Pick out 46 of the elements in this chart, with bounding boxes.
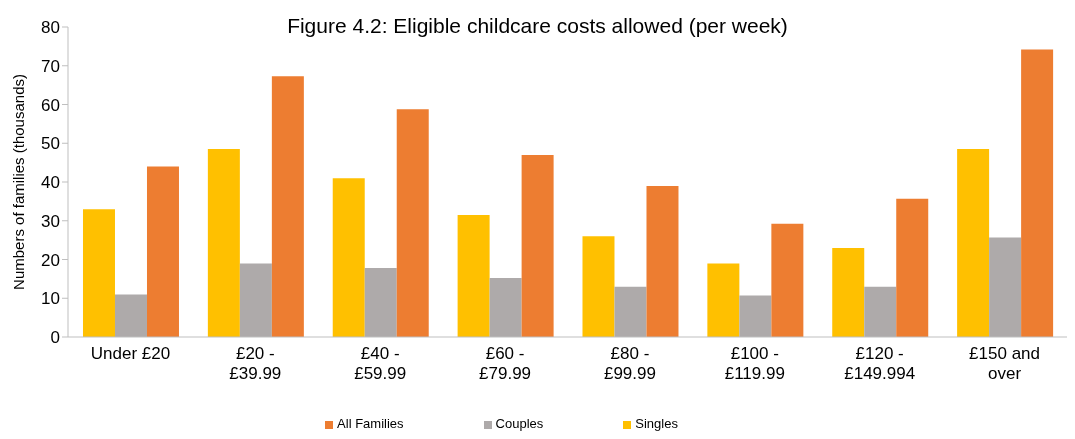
x-tick-label: Under £20 [90,344,171,363]
bar [896,198,929,337]
y-tick-label: 30 [41,211,60,231]
y-tick-label: 10 [41,289,60,309]
bar [457,214,490,337]
bar [864,286,897,337]
chart-title: Figure 4.2: Eligible childcare costs allowed (per week) [287,14,788,37]
y-tick-label: 60 [41,95,60,115]
y-tick-label: 40 [41,173,60,193]
x-tick-label: £120 - £149.994 [844,344,916,383]
bar [396,109,429,337]
y-axis-title: Numbers of families (thousands) [10,74,28,290]
bar [832,247,865,337]
x-tick-label: £80 - £99.99 [603,344,656,383]
bar [114,294,147,337]
bar [271,76,304,337]
y-tick-label: 20 [41,250,60,270]
bar [646,185,679,337]
bar [521,154,554,337]
y-tick-label: 50 [41,134,60,154]
bar [146,166,179,337]
bar [1021,49,1054,337]
y-tick-label: 80 [41,18,60,38]
bar [207,149,240,337]
bar [332,178,365,337]
x-tick-label: £40 - £59.99 [354,344,407,383]
legend-label: All Families [337,416,404,431]
bar [989,237,1022,337]
legend-label: Couples [495,416,544,431]
legend-label: Singles [635,416,678,431]
bar [707,263,740,337]
bar [239,263,272,337]
bar [739,295,772,337]
bar [957,149,990,337]
x-tick-label: £100 - £119.99 [724,344,785,383]
y-tick-label: 70 [41,56,60,76]
bar [489,278,522,337]
x-tick-label: £20 - £39.99 [229,344,282,383]
bar [614,286,647,337]
x-tick-label: £150 and over [969,344,1041,383]
bar [771,223,804,337]
y-tick-label: 0 [50,328,60,348]
bar [582,236,615,337]
bar [82,209,115,337]
bar [364,268,397,337]
x-tick-label: £60 - £79.99 [479,344,532,383]
